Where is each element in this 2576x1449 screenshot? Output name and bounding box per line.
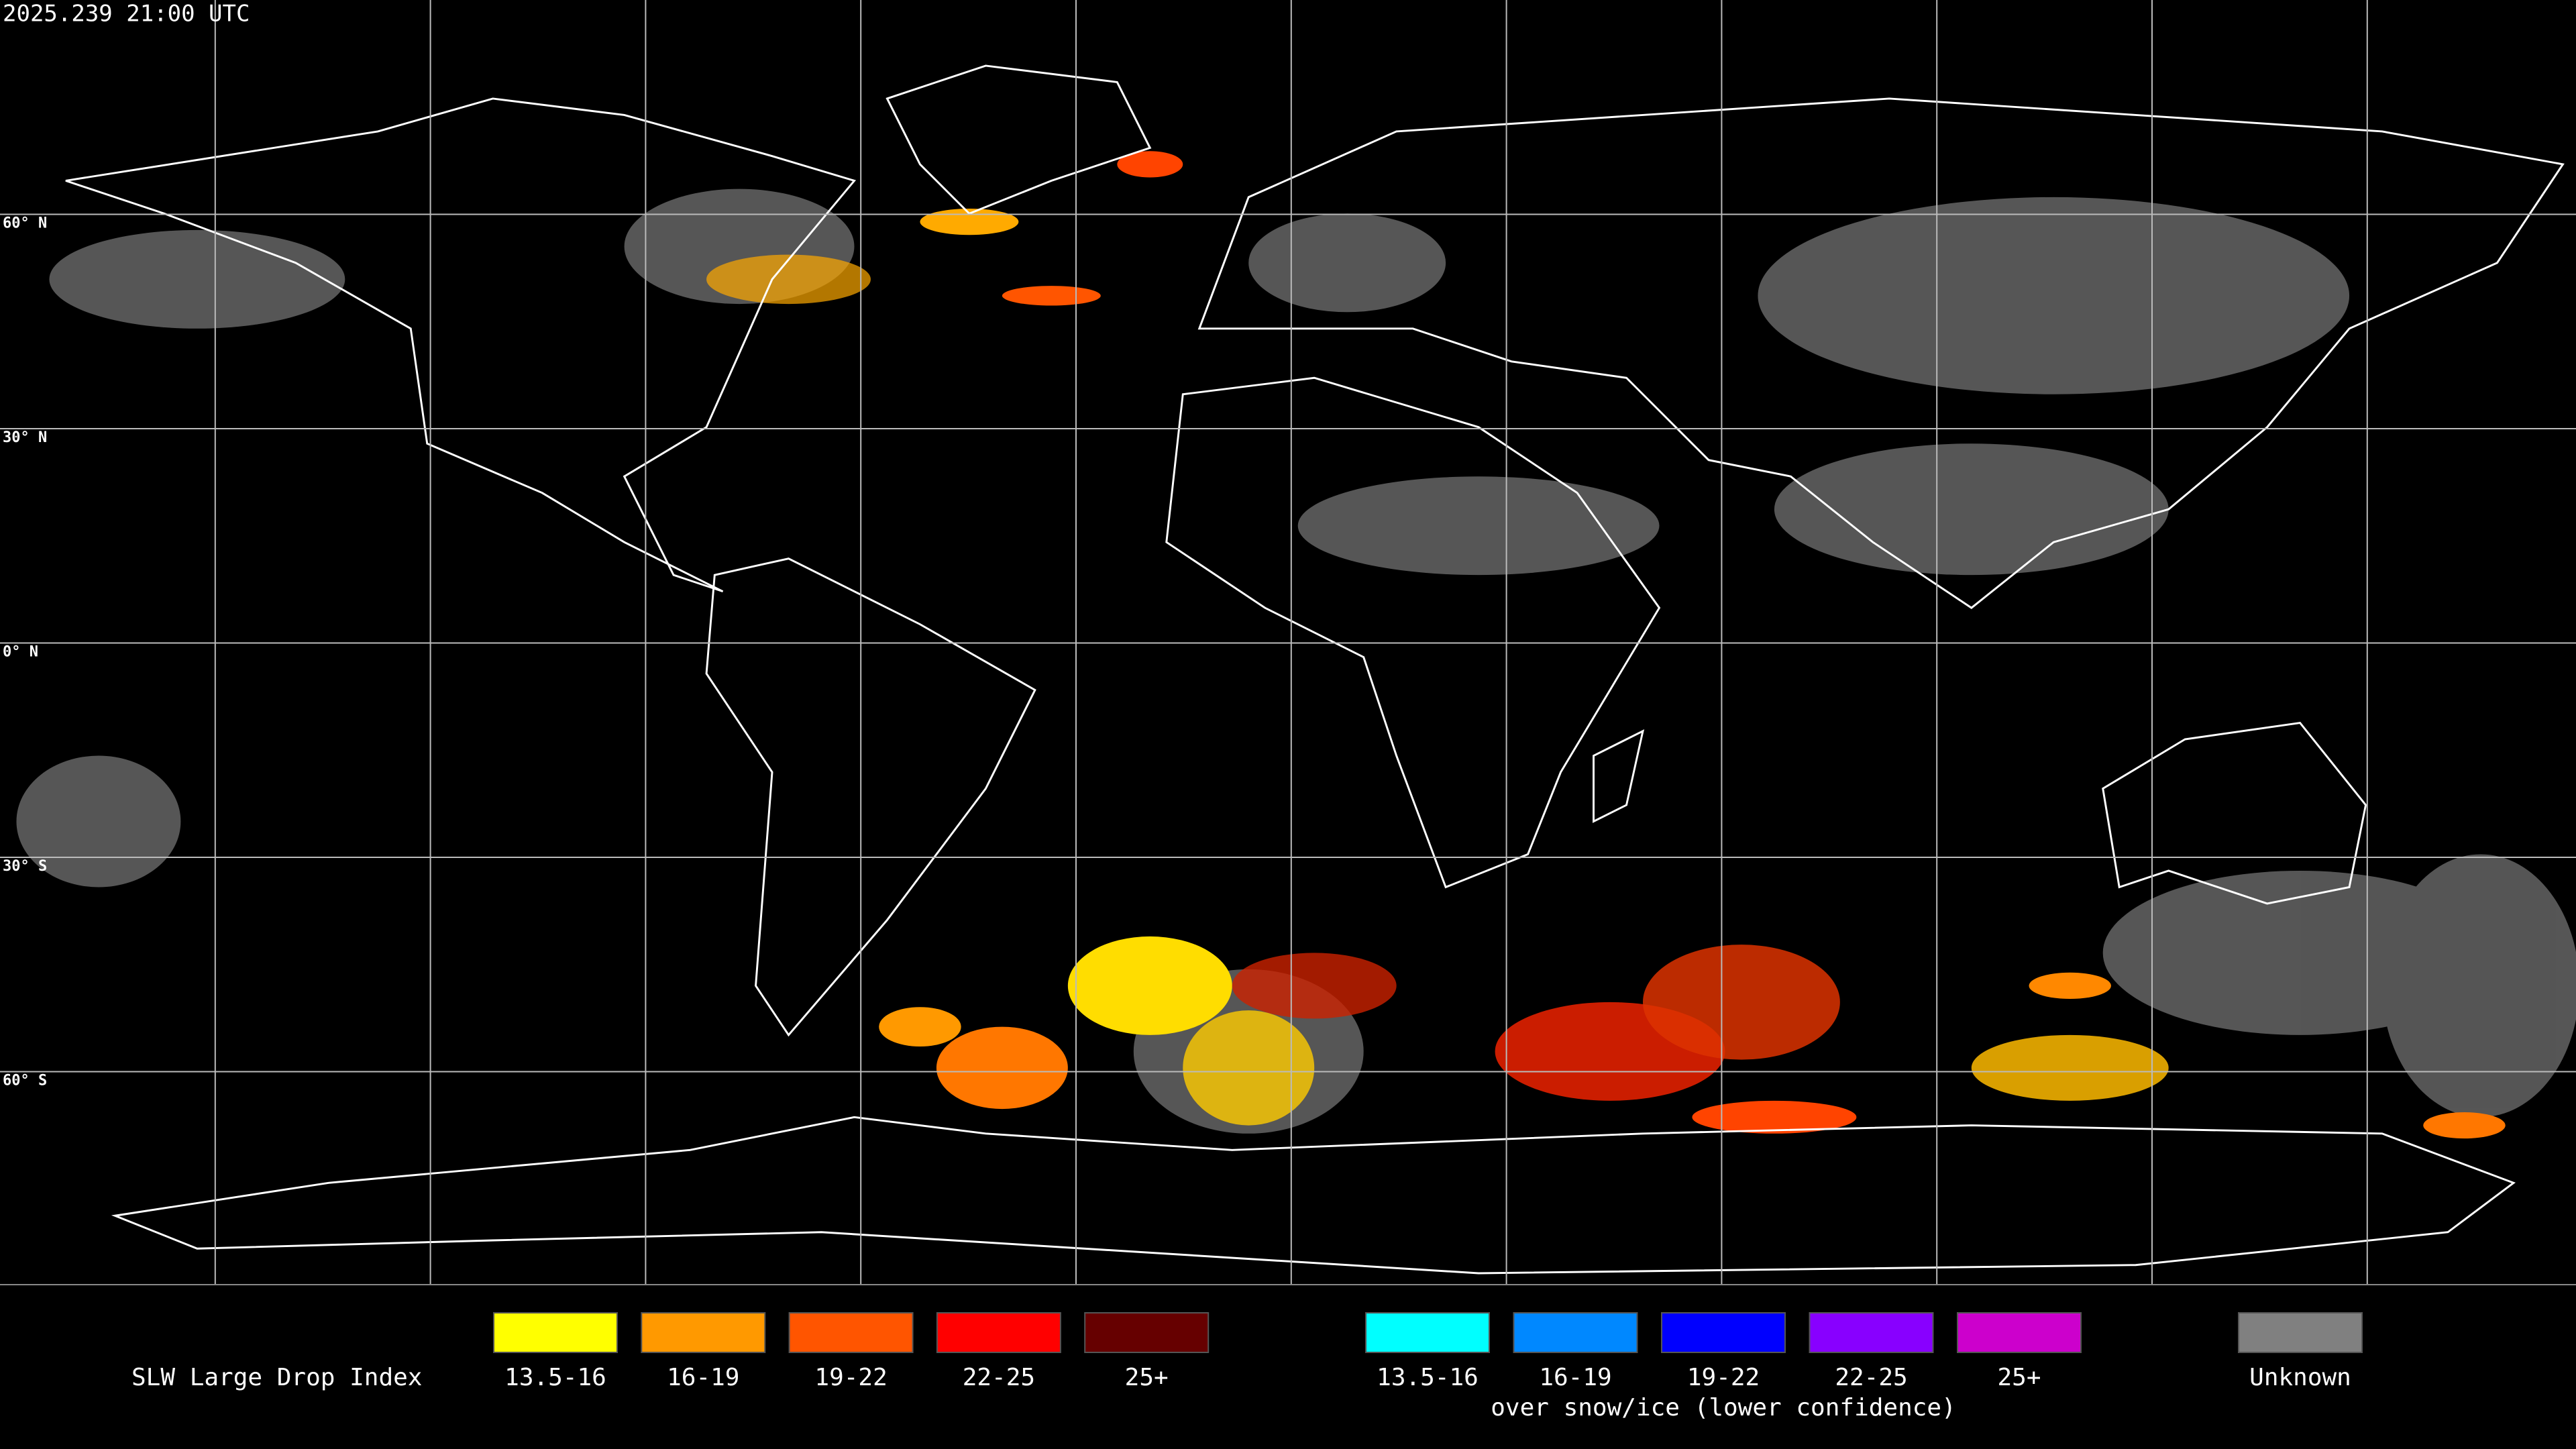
legend-title: SLW Large Drop Index xyxy=(131,1364,422,1391)
liquid-label: 25+ xyxy=(1125,1364,1169,1391)
snow-ice-swatch xyxy=(1661,1312,1786,1353)
legend-panel xyxy=(0,1285,2576,1449)
liquid-label: 16-19 xyxy=(667,1364,739,1391)
liquid-swatch xyxy=(641,1312,766,1353)
snow-ice-label: 25+ xyxy=(1997,1364,2041,1391)
latitude-label: 60° N xyxy=(3,215,47,232)
unknown-swatch xyxy=(2238,1312,2363,1353)
unknown-label: Unknown xyxy=(2249,1364,2351,1391)
latitude-label: 30° S xyxy=(3,858,47,875)
liquid-label: 13.5-16 xyxy=(504,1364,606,1391)
liquid-label: 22-25 xyxy=(963,1364,1035,1391)
latitude-label: 0° N xyxy=(3,644,38,661)
snow-ice-swatch xyxy=(1365,1312,1490,1353)
latitude-label: 30° N xyxy=(3,429,47,446)
snow-ice-label: 13.5-16 xyxy=(1377,1364,1479,1391)
snow-ice-label: 22-25 xyxy=(1835,1364,1907,1391)
liquid-swatch xyxy=(1084,1312,1210,1353)
snow-ice-swatch xyxy=(1957,1312,2082,1353)
liquid-label: 19-22 xyxy=(814,1364,887,1391)
snow-ice-swatch xyxy=(1513,1312,1638,1353)
snow-ice-swatch xyxy=(1809,1312,1934,1353)
snow-caption: over snow/ice (lower confidence) xyxy=(1491,1394,1956,1421)
slw-areas xyxy=(706,151,2506,1139)
latitude-label: 60° S xyxy=(3,1073,47,1089)
liquid-swatch xyxy=(936,1312,1061,1353)
unknown-cloud xyxy=(16,189,2576,1134)
map-layer xyxy=(16,64,2576,1275)
graticule xyxy=(0,0,2576,1285)
liquid-swatch xyxy=(493,1312,618,1353)
snow-ice-label: 16-19 xyxy=(1539,1364,1611,1391)
coastlines xyxy=(65,64,2565,1275)
liquid-swatch xyxy=(788,1312,914,1353)
timestamp: 2025.239 21:00 UTC xyxy=(3,1,250,28)
snow-ice-label: 19-22 xyxy=(1687,1364,1760,1391)
